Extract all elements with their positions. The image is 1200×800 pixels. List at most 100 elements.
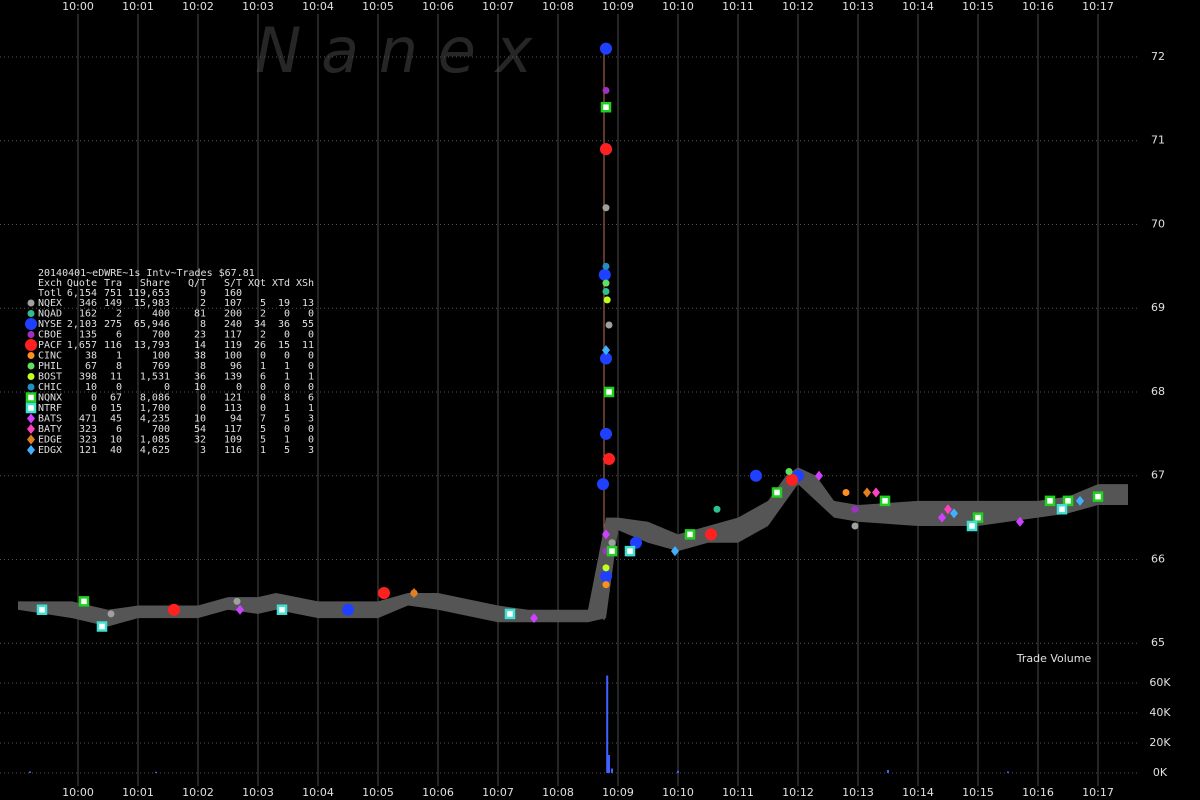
table-cell: 2 <box>260 309 266 320</box>
trade-marker <box>107 610 115 618</box>
trade-marker <box>600 143 612 156</box>
table-cell: 0 <box>91 403 97 414</box>
y-tick-label: 40K <box>1149 706 1171 719</box>
table-cell: 96 <box>230 361 242 372</box>
table-cell: 55 <box>302 319 314 330</box>
y-tick-label: 66 <box>1151 552 1165 565</box>
trade-marker <box>950 508 958 519</box>
trade-marker <box>233 597 241 605</box>
table-header: Share <box>140 278 170 289</box>
trade-marker <box>705 528 717 541</box>
table-cell: 0 <box>260 351 266 362</box>
table-cell: 0 <box>308 330 314 341</box>
table-cell: 700 <box>152 330 170 341</box>
legend-marker <box>27 434 35 445</box>
table-cell: 0 <box>260 393 266 404</box>
trade-marker <box>624 545 636 557</box>
table-header: Exch <box>38 278 62 289</box>
trade-marker <box>602 262 610 270</box>
table-cell: 0 <box>308 382 314 393</box>
table-cell: 5 <box>260 424 266 435</box>
legend-label: EDGE <box>38 435 62 446</box>
table-cell: 398 <box>79 372 97 383</box>
x-tick-label: 10:15 <box>962 786 994 799</box>
table-cell: 1,700 <box>140 403 170 414</box>
table-cell: 65,946 <box>134 319 170 330</box>
y-tick-label: 71 <box>1151 134 1165 147</box>
trade-marker <box>630 536 642 549</box>
table-header: Tra <box>104 278 122 289</box>
table-cell: 1 <box>116 351 122 362</box>
x-tick-label: 10:17 <box>1082 786 1114 799</box>
table-cell: 160 <box>224 288 242 299</box>
table-cell: 121 <box>79 445 97 456</box>
x-tick-label: 10:10 <box>662 0 694 13</box>
trade-marker <box>815 470 823 481</box>
trade-marker <box>684 529 696 540</box>
legend-label: CHIC <box>38 382 62 393</box>
table-cell: 14 <box>194 340 206 351</box>
x-tick-label: 10:05 <box>362 786 394 799</box>
table-cell: 13,793 <box>134 340 170 351</box>
legend-marker <box>25 392 37 403</box>
volume-bar <box>155 771 157 773</box>
trade-marker <box>785 468 793 476</box>
trade-marker <box>410 587 418 598</box>
legend-marker <box>27 310 35 317</box>
trade-marker <box>600 352 612 365</box>
table-cell: 0 <box>284 351 290 362</box>
table-cell: 0 <box>200 393 206 404</box>
table-cell: 15 <box>278 340 290 351</box>
legend-label: EDGX <box>38 445 62 456</box>
table-cell: 34 <box>254 319 266 330</box>
trade-marker <box>36 604 48 615</box>
legend-label: NYSE <box>38 319 62 330</box>
x-tick-label: 10:12 <box>782 786 814 799</box>
table-cell: 100 <box>224 351 242 362</box>
table-cell: 2,103 <box>67 319 97 330</box>
x-tick-label: 10:08 <box>542 786 574 799</box>
trade-marker <box>786 473 798 486</box>
table-cell: 11 <box>302 340 314 351</box>
legend-label: BATY <box>38 424 62 435</box>
legend-label: NQAD <box>38 309 62 320</box>
volume-bar <box>887 769 889 773</box>
y-tick-label: 70 <box>1151 217 1165 230</box>
table-cell: 2 <box>200 298 206 309</box>
trade-marker <box>603 296 611 304</box>
table-cell: 119 <box>224 340 242 351</box>
volume-bar <box>677 770 679 773</box>
trade-marker <box>1062 495 1074 507</box>
y-tick-label: 65 <box>1151 636 1165 649</box>
trade-marker <box>96 621 108 632</box>
table-cell: 200 <box>224 309 242 320</box>
table-cell: 1 <box>284 372 290 383</box>
table-cell: 5 <box>284 414 290 425</box>
table-cell: 23 <box>194 330 206 341</box>
legend-marker <box>27 424 35 434</box>
trade-marker <box>598 268 611 281</box>
y-tick-label: 67 <box>1151 469 1165 482</box>
trade-marker <box>78 596 90 607</box>
table-cell: 1,657 <box>67 340 97 351</box>
trade-marker <box>1016 516 1024 527</box>
trade-marker <box>851 522 859 530</box>
x-tick-label: 10:09 <box>602 0 634 13</box>
table-cell: 135 <box>79 330 97 341</box>
x-tick-label: 10:03 <box>242 0 274 13</box>
y-tick-label: 60K <box>1149 676 1171 689</box>
table-cell: 0 <box>260 382 266 393</box>
x-tick-label: 10:17 <box>1082 0 1114 13</box>
trade-marker <box>600 101 612 113</box>
x-tick-label: 10:15 <box>962 0 994 13</box>
table-cell: 94 <box>230 414 242 425</box>
x-tick-label: 10:08 <box>542 0 574 13</box>
table-cell: 5 <box>260 298 266 309</box>
trade-marker <box>168 603 180 616</box>
legend-label: BATS <box>38 414 62 425</box>
table-cell: 2 <box>116 309 122 320</box>
table-cell: 6 <box>116 330 122 341</box>
x-tick-label: 10:01 <box>122 786 154 799</box>
legend-label: NQEX <box>38 298 62 309</box>
table-cell: 6 <box>308 393 314 404</box>
